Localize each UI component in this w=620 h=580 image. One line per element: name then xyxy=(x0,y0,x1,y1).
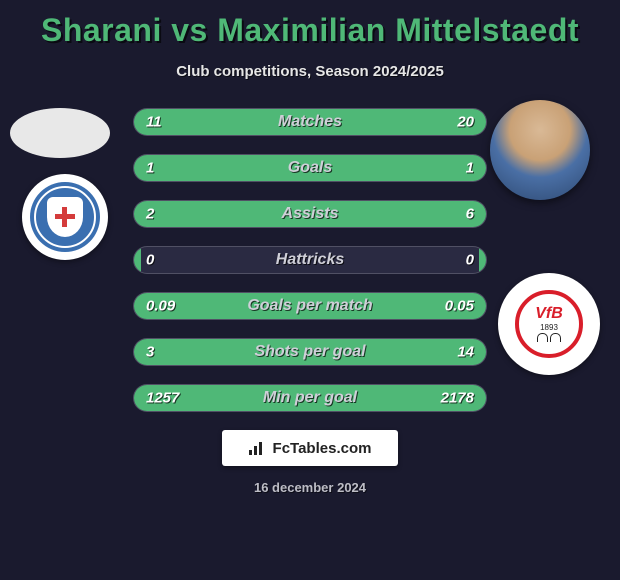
comparison-panel: VfB 1893 Matches1120Goals11Assists26Hatt… xyxy=(0,108,620,412)
stat-label: Matches xyxy=(278,113,342,131)
stat-row: Shots per goal 3 14 xyxy=(133,338,487,366)
stat-row: Min per goal 1257 2178 xyxy=(133,384,487,412)
bar-right-fill xyxy=(310,155,486,181)
bar-left-fill xyxy=(134,247,141,273)
stat-row: Assists 2 6 xyxy=(133,200,487,228)
shield-icon xyxy=(47,197,83,237)
stat-value-right: 14 xyxy=(457,344,474,361)
stat-value-right: 6 xyxy=(466,206,474,223)
club-right-year: 1893 xyxy=(540,323,558,332)
stat-value-left: 0.09 xyxy=(146,298,175,315)
stat-row: Goals 1 1 xyxy=(133,154,487,182)
stat-value-left: 1257 xyxy=(146,390,179,407)
stat-label: Shots per goal xyxy=(254,343,365,361)
stat-value-left: 2 xyxy=(146,206,154,223)
stat-row: Hattricks 0 0 xyxy=(133,246,487,274)
antler-icon xyxy=(537,333,561,343)
brand-text: FcTables.com xyxy=(273,440,372,457)
player-right-avatar xyxy=(490,100,590,200)
bar-right-fill xyxy=(222,201,486,227)
subtitle: Club competitions, Season 2024/2025 xyxy=(0,63,620,80)
stat-value-right: 0 xyxy=(466,252,474,269)
club-badge-left xyxy=(22,174,108,260)
stat-value-right: 20 xyxy=(457,114,474,131)
stat-label: Goals per match xyxy=(247,297,372,315)
stat-label: Min per goal xyxy=(263,389,357,407)
stat-row: Goals per match 0.09 0.05 xyxy=(133,292,487,320)
stat-value-right: 2178 xyxy=(441,390,474,407)
stat-label: Goals xyxy=(288,159,332,177)
bar-chart-icon xyxy=(249,441,267,455)
stat-value-left: 11 xyxy=(146,114,162,131)
bar-left-fill xyxy=(134,155,310,181)
stat-bars: Matches1120Goals11Assists26Hattricks00Go… xyxy=(133,108,487,412)
stat-label: Assists xyxy=(282,205,339,223)
page-title: Sharani vs Maximilian Mittelstaedt xyxy=(0,0,620,49)
club-badge-right: VfB 1893 xyxy=(498,273,600,375)
stat-row: Matches 11 20 xyxy=(133,108,487,136)
stat-value-left: 1 xyxy=(146,160,154,177)
stat-value-right: 1 xyxy=(466,160,474,177)
stat-value-left: 3 xyxy=(146,344,154,361)
stat-label: Hattricks xyxy=(276,251,344,269)
stat-value-left: 0 xyxy=(146,252,154,269)
stat-value-right: 0.05 xyxy=(445,298,474,315)
player-left-avatar xyxy=(10,108,110,158)
footer-badge[interactable]: FcTables.com xyxy=(222,430,398,466)
club-right-text: VfB xyxy=(535,306,563,322)
bar-right-fill xyxy=(479,247,486,273)
date-text: 16 december 2024 xyxy=(0,480,620,495)
bar-left-fill xyxy=(134,339,197,365)
